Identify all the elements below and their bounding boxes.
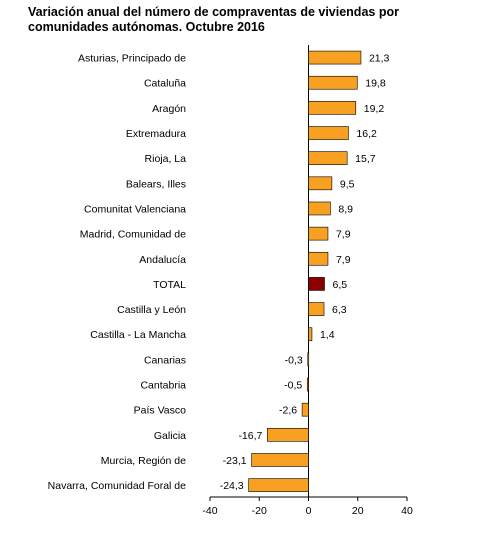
value-label: -0,5 bbox=[284, 380, 302, 392]
category-label: Canarias bbox=[144, 354, 186, 366]
value-label: -16,7 bbox=[238, 430, 262, 442]
bar bbox=[308, 101, 357, 115]
category-label: Asturias, Principado de bbox=[78, 53, 186, 65]
bar bbox=[307, 352, 310, 367]
category-label: Cataluña bbox=[144, 78, 186, 90]
value-label: 1,4 bbox=[320, 329, 335, 341]
bar bbox=[308, 277, 325, 291]
bar bbox=[308, 50, 362, 65]
category-label: País Vasco bbox=[134, 405, 186, 417]
category-label: Balears, Illes bbox=[126, 178, 186, 190]
value-label: -23,1 bbox=[223, 455, 247, 467]
bar bbox=[308, 251, 329, 266]
category-label: TOTAL bbox=[153, 279, 186, 291]
bar bbox=[308, 75, 358, 90]
category-label: Castilla y León bbox=[117, 304, 186, 316]
value-label: 7,9 bbox=[336, 229, 351, 241]
value-label: 8,9 bbox=[338, 203, 353, 215]
value-label: -0,3 bbox=[285, 354, 303, 366]
bar bbox=[308, 327, 313, 342]
value-label: -24,3 bbox=[220, 480, 244, 492]
bar bbox=[251, 453, 309, 467]
category-label: Murcia, Región de bbox=[101, 455, 186, 467]
bar bbox=[308, 126, 349, 140]
chart-title: Variación anual del número de compravent… bbox=[28, 5, 468, 35]
category-label: Aragón bbox=[152, 103, 186, 115]
value-label: 21,3 bbox=[369, 53, 390, 65]
value-label: 16,2 bbox=[356, 128, 377, 140]
value-label: 6,3 bbox=[332, 304, 347, 316]
chart-title-line-2: comunidades autónomas. Octubre 2016 bbox=[28, 20, 265, 34]
x-tick-label: 20 bbox=[352, 505, 364, 517]
category-label: Extremadura bbox=[126, 128, 186, 140]
bar bbox=[308, 201, 331, 216]
bar bbox=[306, 377, 309, 392]
bar bbox=[267, 428, 309, 442]
category-label: Castilla - La Mancha bbox=[90, 329, 186, 341]
bar bbox=[308, 226, 329, 241]
category-label: Comunitat Valenciana bbox=[84, 203, 186, 215]
category-label: Cantabria bbox=[140, 380, 186, 392]
value-label: 15,7 bbox=[355, 153, 376, 165]
category-label: Andalucía bbox=[139, 254, 186, 266]
chart-title-line-1: Variación anual del número de compravent… bbox=[28, 5, 399, 19]
x-tick-label: 40 bbox=[401, 505, 413, 517]
category-label: Rioja, La bbox=[145, 153, 187, 165]
category-label: Galicia bbox=[154, 430, 186, 442]
value-label: 19,2 bbox=[364, 103, 385, 115]
value-label: 19,8 bbox=[365, 78, 386, 90]
bar bbox=[308, 176, 333, 191]
value-label: 7,9 bbox=[336, 254, 351, 266]
bar bbox=[308, 151, 348, 165]
bar bbox=[301, 402, 309, 417]
value-label: 9,5 bbox=[340, 178, 355, 190]
x-tick-label: 0 bbox=[306, 505, 312, 517]
category-label: Navarra, Comunidad Foral de bbox=[48, 480, 186, 492]
x-tick-label: -40 bbox=[202, 505, 217, 517]
category-label: Madrid, Comunidad de bbox=[80, 229, 186, 241]
value-label: 6,5 bbox=[333, 279, 348, 291]
x-tick-label: -20 bbox=[252, 505, 267, 517]
bar bbox=[248, 478, 309, 492]
bar bbox=[308, 302, 325, 316]
value-label: -2,6 bbox=[279, 405, 297, 417]
